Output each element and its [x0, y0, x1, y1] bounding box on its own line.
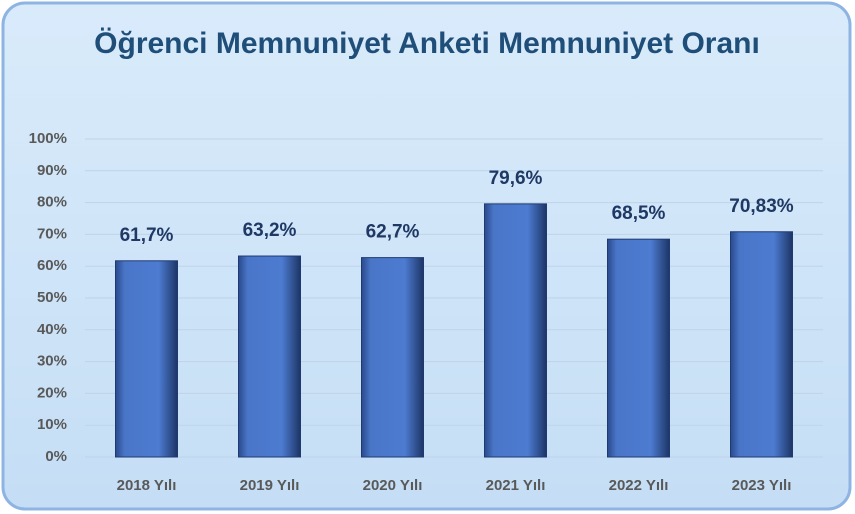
y-tick-label: 100%: [29, 130, 67, 147]
y-tick-label: 60%: [37, 257, 67, 274]
x-tick-label: 2022 Yılı: [609, 477, 669, 494]
x-tick-label: 2019 Yılı: [240, 477, 300, 494]
data-label: 63,2%: [243, 220, 297, 241]
bar: [238, 255, 301, 458]
y-tick-label: 20%: [37, 384, 67, 401]
data-label: 62,7%: [366, 222, 420, 243]
y-tick-label: 0%: [45, 448, 67, 465]
bar: [607, 238, 670, 458]
bar: [361, 257, 424, 458]
x-tick-label: 2018 Yılı: [117, 477, 177, 494]
bar: [730, 231, 793, 458]
bar: [115, 260, 178, 458]
y-tick-label: 30%: [37, 353, 67, 370]
chart-title: Öğrenci Memnuniyet Anketi Memnuniyet Ora…: [94, 27, 760, 60]
data-label: 70,83%: [729, 196, 794, 217]
y-tick-label: 80%: [37, 194, 67, 211]
y-tick-label: 90%: [37, 162, 67, 179]
data-label: 61,7%: [120, 225, 174, 246]
y-tick-label: 40%: [37, 321, 67, 338]
x-tick-label: 2021 Yılı: [486, 477, 546, 494]
x-tick-label: 2023 Yılı: [732, 477, 792, 494]
y-tick-label: 70%: [37, 225, 67, 242]
x-tick-label: 2020 Yılı: [363, 477, 423, 494]
y-tick-label: 50%: [37, 289, 67, 306]
y-tick-label: 10%: [37, 416, 67, 433]
data-label: 68,5%: [612, 203, 666, 224]
data-label: 79,6%: [489, 168, 543, 189]
bar: [484, 203, 547, 458]
